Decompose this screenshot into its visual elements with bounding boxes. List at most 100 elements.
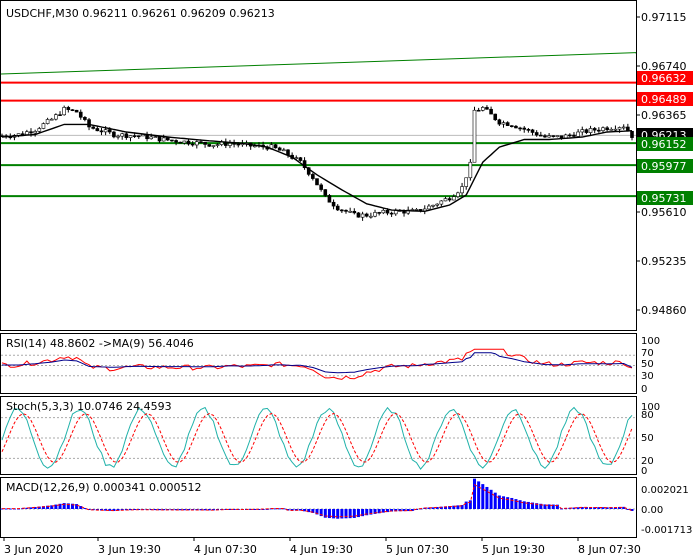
macd-histogram-bar	[589, 507, 593, 509]
candle-body	[306, 167, 311, 175]
macd-histogram-bar	[377, 509, 381, 514]
candle-body	[165, 137, 170, 141]
macd-histogram-bar	[348, 509, 352, 519]
macd-histogram-bar	[352, 509, 356, 518]
macd-histogram-bar	[522, 501, 526, 509]
candle-body	[344, 209, 348, 212]
macd-histogram-bar	[518, 500, 522, 509]
level-tag-label: 0.95977	[641, 160, 687, 173]
candle-body	[605, 127, 609, 131]
macd-histogram-bar	[83, 508, 87, 510]
macd-histogram-bar	[33, 507, 37, 509]
macd-histogram-bar	[609, 507, 613, 509]
macd-histogram-bar	[622, 506, 626, 509]
candle-body	[37, 128, 42, 132]
macd-histogram-bar	[327, 509, 331, 519]
candle-body	[203, 141, 207, 145]
candle-body	[493, 113, 498, 121]
macd-histogram-bar	[618, 506, 622, 509]
macd-histogram-bar	[307, 509, 311, 513]
candle-body	[580, 129, 585, 133]
macd-histogram-bar	[50, 505, 54, 509]
macd-histogram-bar	[435, 507, 439, 509]
candle-body	[443, 198, 448, 202]
macd-histogram-bar	[207, 509, 211, 511]
stoch-d-line	[1, 412, 633, 463]
macd-histogram-bar	[182, 509, 186, 511]
stoch-tick: 50	[641, 433, 654, 444]
x-tick-label: 3 Jun 19:30	[98, 543, 161, 556]
macd-label: MACD(12,26,9) 0.000341 0.000512	[6, 481, 202, 494]
macd-histogram-bar	[365, 509, 369, 516]
macd-histogram-bar	[385, 509, 389, 513]
macd-histogram-bar	[29, 507, 33, 509]
macd-histogram-bar	[543, 504, 547, 509]
macd-histogram-bar	[340, 509, 344, 519]
candle-body	[190, 143, 195, 146]
candle-body	[62, 107, 66, 116]
rsi-tick: 100	[641, 336, 660, 347]
candle-body	[178, 141, 183, 144]
macd-histogram-bar	[390, 509, 394, 512]
candle-body	[87, 119, 91, 128]
rsi-tick: 0	[641, 384, 647, 395]
macd-histogram-bar	[54, 504, 58, 509]
macd-histogram-bar	[464, 501, 468, 509]
candle-body	[298, 157, 303, 161]
macd-histogram-bar	[439, 506, 443, 509]
candle-body	[228, 143, 232, 146]
candle-body	[29, 131, 33, 134]
macd-histogram-bar	[274, 508, 278, 510]
macd-histogram-bar	[323, 509, 327, 518]
macd-histogram-bar	[572, 507, 576, 509]
macd-histogram-bar	[497, 495, 501, 509]
candle-body	[99, 130, 104, 133]
x-tick-label: 5 Jun 07:30	[386, 543, 449, 556]
candle-body	[572, 134, 576, 137]
x-tick-label: 5 Jun 19:30	[482, 543, 545, 556]
candle-body	[112, 131, 116, 138]
candle-body	[132, 135, 137, 137]
rsi-tick: 50	[641, 359, 654, 370]
candle-body	[157, 136, 162, 142]
moving-average-line	[1, 123, 633, 213]
price-tick: 0.96365	[641, 109, 687, 122]
macd-histogram-bar	[62, 503, 66, 509]
candle-body	[369, 215, 373, 218]
x-tick-label: 4 Jun 07:30	[194, 543, 257, 556]
macd-histogram-bar	[298, 509, 302, 511]
level-tag-label: 0.96489	[641, 93, 687, 106]
stoch-tick: 80	[641, 410, 654, 421]
candle-body	[439, 200, 444, 205]
candle-body	[360, 213, 365, 218]
macd-histogram-bar	[555, 504, 559, 509]
candle-body	[381, 209, 386, 214]
candle-body	[120, 133, 124, 137]
macd-histogram-bar	[4, 508, 8, 510]
candle-body	[215, 144, 220, 146]
candle-body	[327, 195, 332, 203]
level-tag-label: 0.96152	[641, 138, 687, 151]
macd-histogram-bar	[58, 503, 62, 509]
macd-histogram-bar	[576, 507, 580, 509]
macd-histogram-bar	[41, 506, 45, 509]
candle-body	[447, 198, 452, 201]
macd-histogram-bar	[597, 507, 601, 509]
macd-histogram-bar	[506, 497, 510, 509]
macd-histogram-bar	[394, 509, 398, 512]
macd-histogram-bar	[79, 506, 83, 509]
macd-histogram-bar	[551, 504, 555, 509]
candle-body	[207, 144, 212, 147]
macd-histogram-bar	[361, 509, 365, 517]
candle-body	[331, 201, 336, 207]
candle-body	[456, 192, 460, 197]
candle-body	[522, 127, 527, 130]
macd-histogram-bar	[443, 506, 447, 509]
candle-body	[427, 205, 431, 210]
level-tag-bg	[637, 191, 693, 205]
candle-body	[335, 205, 340, 211]
candle-body	[460, 186, 464, 194]
macd-tick: 0.00	[641, 505, 663, 516]
candle-body	[435, 203, 439, 206]
macd-histogram-bar	[369, 509, 373, 515]
